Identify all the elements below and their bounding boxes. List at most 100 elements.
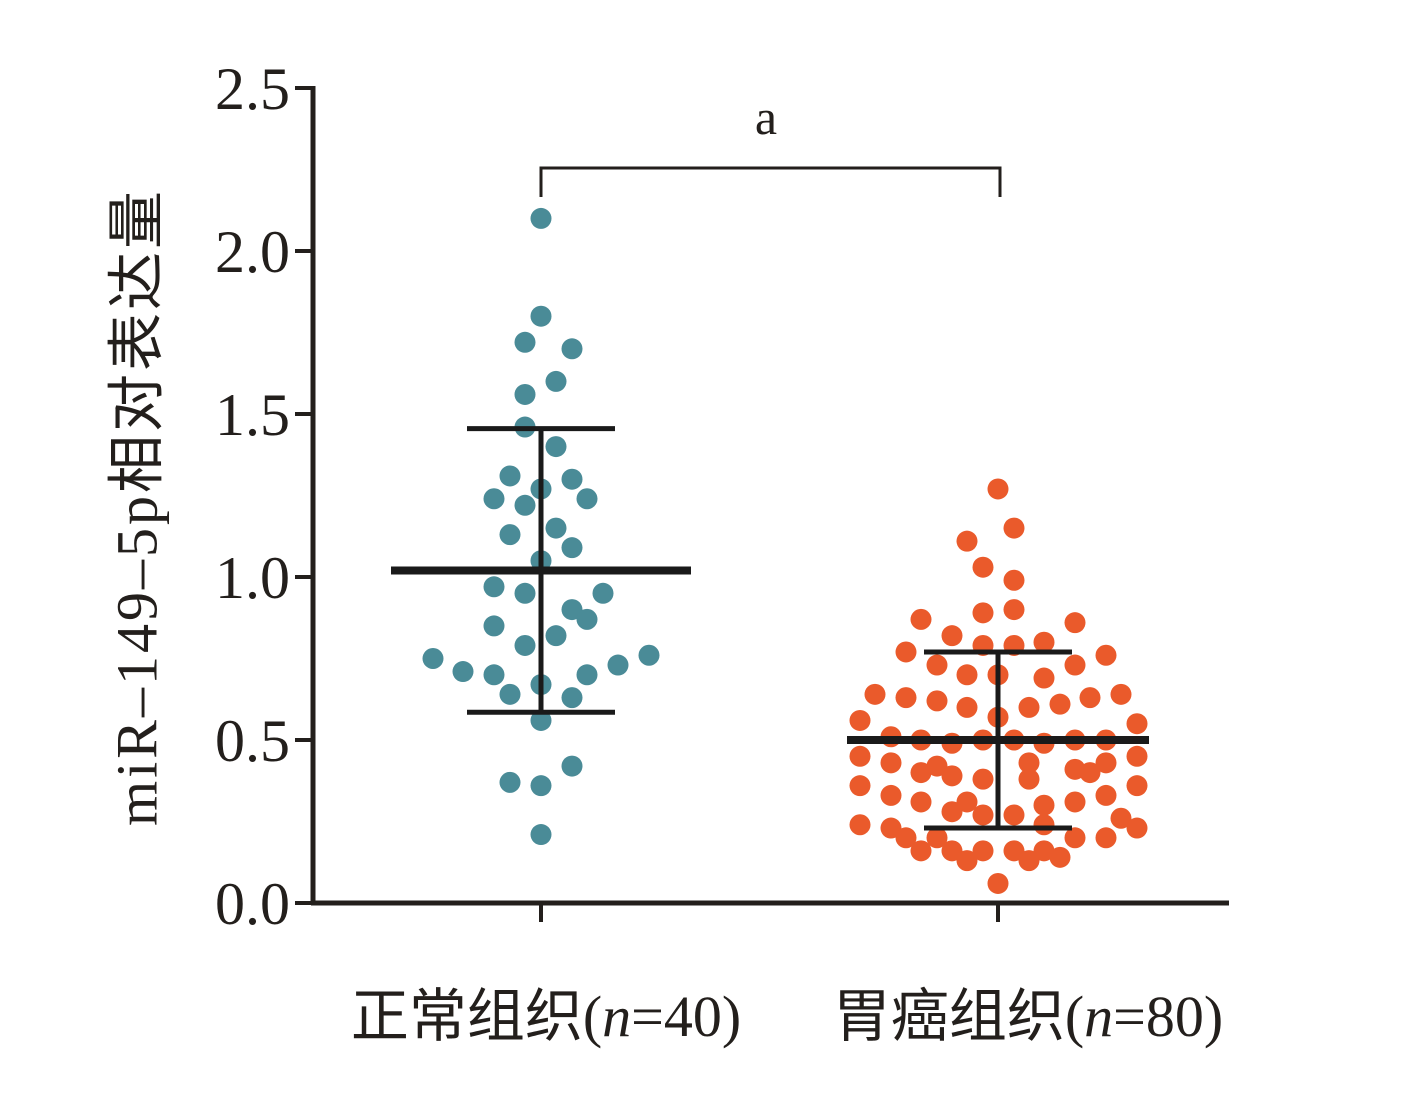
data-point	[910, 762, 932, 784]
y-tick-label: 2.5	[215, 56, 290, 122]
data-point	[1018, 696, 1040, 718]
data-point	[926, 827, 948, 849]
data-point	[1033, 794, 1055, 816]
data-point	[514, 494, 536, 516]
y-axis-label: miR–149–5p相对表达量	[105, 188, 170, 826]
data-point	[972, 602, 994, 624]
data-point	[1064, 827, 1086, 849]
data-point	[987, 872, 1009, 894]
y-axis: 0.0 0.5 1.0 1.5 2.0 2.5	[215, 56, 316, 937]
data-point	[895, 687, 917, 709]
data-point	[956, 664, 978, 686]
significance-bracket	[539, 166, 1002, 197]
data-point	[1018, 752, 1040, 774]
data-point	[545, 517, 567, 539]
data-point	[1079, 687, 1101, 709]
data-point	[561, 537, 583, 559]
category-label: 胃癌组织(n=80)	[833, 984, 1223, 1049]
data-point	[561, 599, 583, 621]
data-point	[1033, 814, 1055, 836]
data-point	[910, 608, 932, 630]
data-point	[941, 801, 963, 823]
data-point	[880, 784, 902, 806]
data-point	[926, 755, 948, 777]
data-point	[530, 709, 552, 731]
data-point	[499, 524, 521, 546]
data-point	[849, 709, 871, 731]
data-point	[576, 608, 598, 630]
data-point	[1064, 654, 1086, 676]
data-point	[1079, 762, 1101, 784]
data-point	[514, 383, 536, 405]
data-point	[1095, 752, 1117, 774]
data-point	[530, 305, 552, 327]
data-point	[483, 664, 505, 686]
data-point	[1110, 807, 1132, 829]
data-point	[987, 478, 1009, 500]
data-point	[1003, 517, 1025, 539]
data-point	[956, 850, 978, 872]
data-point	[1003, 599, 1025, 621]
data-point	[910, 840, 932, 862]
category-labels: 正常组织(n=40) 胃癌组织(n=80)	[351, 984, 1223, 1049]
data-point	[514, 634, 536, 656]
data-point	[1064, 612, 1086, 634]
data-point	[956, 530, 978, 552]
data-point	[1049, 693, 1071, 715]
data-point	[561, 468, 583, 490]
data-point	[941, 840, 963, 862]
data-point	[530, 824, 552, 846]
data-point	[926, 654, 948, 676]
data-point	[1126, 713, 1148, 735]
data-point	[1095, 644, 1117, 666]
data-point	[849, 814, 871, 836]
data-point	[1003, 569, 1025, 591]
data-point	[956, 696, 978, 718]
data-point	[499, 771, 521, 793]
mean-sd-bars	[391, 426, 1149, 831]
data-point	[1033, 840, 1055, 862]
data-point	[638, 644, 660, 666]
data-point	[1003, 804, 1025, 826]
data-point	[849, 775, 871, 797]
data-point	[561, 338, 583, 360]
x-axis	[311, 900, 1229, 922]
significance-label: a	[755, 89, 777, 145]
category-label: 正常组织(n=40)	[351, 984, 741, 1049]
data-point	[561, 755, 583, 777]
data-point	[1095, 784, 1117, 806]
data-point	[592, 582, 614, 604]
data-point	[1126, 775, 1148, 797]
y-tick-label: 0.5	[215, 708, 290, 774]
y-tick-label: 2.0	[215, 219, 290, 285]
data-point	[880, 817, 902, 839]
data-point	[1003, 840, 1025, 862]
data-point	[972, 768, 994, 790]
y-tick-label: 1.0	[215, 545, 290, 611]
data-point	[499, 465, 521, 487]
data-point	[1110, 683, 1132, 705]
data-point	[452, 661, 474, 683]
data-point	[1126, 817, 1148, 839]
data-point	[1049, 846, 1071, 868]
data-point	[514, 582, 536, 604]
data-point	[1018, 850, 1040, 872]
y-tick-label: 0.0	[215, 871, 290, 937]
data-point	[895, 641, 917, 663]
data-point	[1033, 667, 1055, 689]
data-point	[545, 370, 567, 392]
data-point	[530, 207, 552, 229]
data-point	[1095, 827, 1117, 849]
data-point	[1126, 745, 1148, 767]
data-point	[1064, 791, 1086, 813]
data-point	[910, 791, 932, 813]
data-point	[576, 664, 598, 686]
data-point	[956, 791, 978, 813]
data-point	[1018, 768, 1040, 790]
data-point	[545, 625, 567, 647]
data-point	[530, 775, 552, 797]
data-point	[607, 654, 629, 676]
data-point	[483, 615, 505, 637]
